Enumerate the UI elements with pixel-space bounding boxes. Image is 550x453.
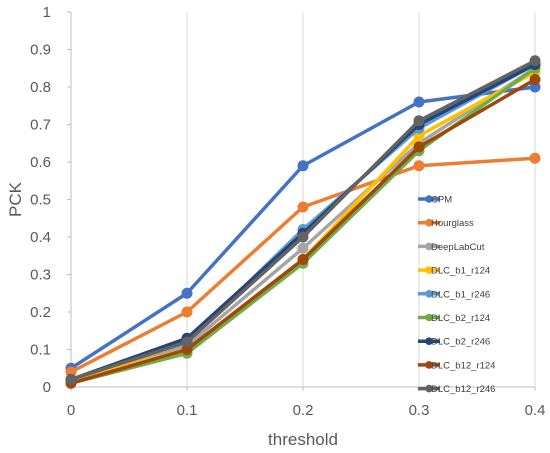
x-tick-label: 0.4: [525, 402, 546, 419]
data-point: [297, 254, 309, 265]
y-tick-label: 0.6: [30, 154, 51, 171]
y-tick-label: 0.9: [30, 42, 51, 59]
series-layer: [65, 55, 541, 389]
legend-label: DLC_b12_r246: [431, 384, 495, 395]
legend-label: DLC_b2_r124: [431, 313, 490, 324]
data-point: [413, 115, 425, 127]
data-point: [413, 96, 425, 108]
legend-swatch-marker: [425, 313, 433, 322]
y-tick-label: 0.1: [30, 342, 51, 359]
legend-swatch-marker: [425, 218, 433, 227]
y-tick-label: 0.3: [30, 267, 51, 284]
legend-item: DLC_b2_r246: [418, 337, 490, 348]
legend-swatch-marker: [425, 266, 433, 274]
data-point: [181, 306, 193, 318]
x-tick-label: 0.2: [293, 402, 314, 419]
y-tick-label: 0.7: [30, 117, 51, 134]
y-tick-label: 1: [43, 4, 51, 21]
data-point: [181, 287, 193, 299]
legend-swatch-marker: [425, 195, 433, 203]
legend-label: Hourglass: [431, 218, 474, 229]
x-axis-title: threshold: [268, 430, 338, 449]
x-tick-label: 0.1: [177, 402, 198, 419]
x-tick-label: 0: [67, 402, 75, 419]
x-tick-label: 0.3: [409, 402, 430, 419]
y-tick-label: 0.4: [30, 229, 51, 246]
y-tick-label: 0.2: [30, 304, 51, 321]
legend-item: CPM: [418, 195, 452, 206]
legend-item: DLC_b12_r124: [418, 360, 495, 371]
legend-label: DLC_b1_r246: [431, 289, 490, 300]
axis-layer: [67, 11, 536, 391]
data-point: [529, 55, 541, 67]
legend-label: DLC_b2_r246: [431, 337, 490, 348]
data-point: [413, 141, 425, 153]
y-tick-label: 0.5: [30, 192, 51, 209]
legend-item: DLC_b1_r246: [418, 289, 490, 300]
data-point: [413, 160, 425, 172]
y-tick-label: 0: [43, 379, 51, 396]
legend-item: DLC_b12_r246: [418, 384, 495, 395]
y-tick-label: 0.8: [30, 79, 51, 96]
legend: CPM Hourglass DeepLabCut DLC_b1_r124 DLC_b1_…: [418, 195, 495, 395]
legend-swatch-marker: [425, 337, 433, 346]
tick-label-layer: 0 0.1 0.2 0.3 0.4 0.5 0.6 0.7 0.8 0.9 1 0 0.1 0.2 0.3 0…: [30, 4, 545, 419]
legend-item: DeepLabCut: [418, 242, 485, 253]
legend-swatch-marker: [425, 361, 433, 369]
data-point: [529, 74, 541, 85]
data-point: [297, 242, 309, 254]
legend-label: DLC_b12_r124: [431, 360, 495, 371]
data-point: [297, 160, 309, 172]
data-point: [529, 152, 541, 164]
data-point: [297, 231, 309, 243]
legend-item: Hourglass: [418, 218, 474, 229]
legend-item: DLC_b1_r124: [418, 266, 490, 277]
legend-label: DLC_b1_r124: [431, 266, 490, 277]
data-point: [297, 201, 309, 213]
legend-label: DeepLabCut: [431, 242, 485, 253]
legend-swatch-marker: [425, 242, 433, 251]
series-dlc-b12-r246: [65, 55, 541, 385]
y-axis-title: PCK: [6, 181, 25, 217]
data-point: [65, 374, 77, 385]
legend-item: DLC_b2_r124: [418, 313, 490, 324]
data-point: [181, 336, 193, 348]
legend-swatch-marker: [425, 290, 433, 298]
legend-swatch-marker: [425, 384, 433, 393]
legend-label: CPM: [431, 195, 452, 206]
